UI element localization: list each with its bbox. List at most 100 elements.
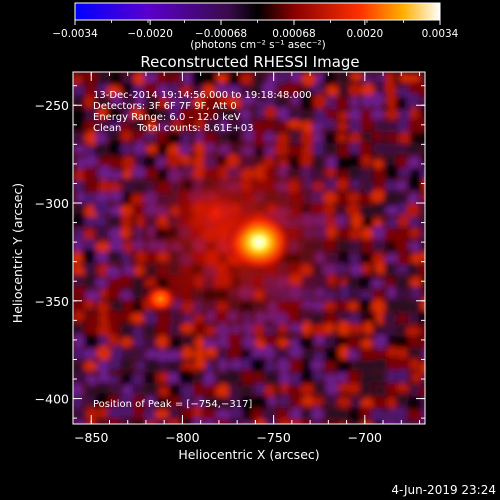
texture-blob [396, 336, 413, 351]
source-2 [142, 282, 179, 316]
texture-blob [300, 395, 317, 407]
texture-blob [96, 345, 112, 362]
texture-blob [108, 170, 123, 181]
texture-blob [363, 238, 375, 254]
texture-blob [336, 320, 352, 337]
texture-blob [146, 119, 157, 135]
texture-blob [371, 108, 385, 121]
texture-blob [122, 97, 134, 110]
texture-blob [134, 93, 146, 108]
texture-blob [325, 84, 340, 98]
texture-blob [410, 252, 423, 265]
texture-blob [348, 83, 362, 97]
texture-blob [348, 121, 364, 133]
texture-blob [144, 96, 160, 108]
texture-blob [395, 368, 409, 384]
texture-blob [182, 121, 193, 133]
texture-blob [83, 85, 98, 98]
texture-blob [420, 360, 425, 375]
texture-blob [181, 72, 193, 86]
texture-blob [132, 140, 147, 157]
y-tick-label: −300 [35, 196, 69, 211]
texture-blob [73, 323, 84, 337]
texture-blob [385, 164, 398, 180]
texture-blob [132, 407, 147, 420]
texture-blob [106, 358, 122, 370]
texture-blob [370, 189, 386, 204]
texture-blob [374, 261, 388, 276]
texture-blob [133, 335, 145, 349]
texture-blob [159, 359, 171, 375]
texture-blob [166, 131, 181, 144]
texture-blob [178, 369, 195, 385]
texture-blob [123, 72, 135, 86]
texture-blob [73, 119, 84, 132]
texture-blob [94, 251, 111, 263]
x-tick-label: −700 [348, 430, 382, 445]
texture-blob [346, 382, 361, 395]
texture-blob [98, 120, 111, 136]
texture-blob [336, 72, 352, 83]
texture-blob [155, 396, 168, 408]
texture-blob [360, 252, 373, 265]
texture-blob [302, 348, 315, 360]
texture-blob [397, 313, 409, 326]
peak-position-label: Position of Peak = [−754,−317] [93, 399, 252, 410]
texture-blob [384, 253, 401, 264]
y-axis-label: Heliocentric Y (arcsec) [10, 183, 25, 323]
texture-blob [144, 324, 155, 337]
texture-blob [131, 326, 145, 337]
texture-blob [350, 396, 363, 408]
texture-blob [361, 217, 375, 230]
texture-blob [129, 107, 145, 122]
texture-blob [242, 369, 254, 385]
texture-blob [421, 83, 425, 97]
texture-blob [315, 72, 326, 83]
texture-blob [85, 385, 99, 398]
texture-blob [383, 324, 397, 340]
texture-blob [395, 382, 411, 394]
texture-blob [133, 72, 147, 87]
texture-blob [255, 98, 266, 110]
texture-blob [274, 96, 288, 108]
texture-blob [119, 143, 134, 155]
texture-blob [94, 97, 110, 109]
texture-blob [301, 72, 317, 88]
texture-blob [167, 418, 183, 424]
texture-blob [397, 201, 408, 217]
texture-blob [337, 145, 352, 157]
texture-blob [182, 406, 196, 420]
texture-blob [346, 337, 360, 349]
texture-blob [251, 347, 265, 360]
texture-blob [324, 155, 338, 169]
texture-blob [144, 348, 159, 362]
y-tick-label: −400 [35, 392, 69, 407]
texture-blob [111, 383, 122, 395]
texture-blob [359, 372, 374, 385]
texture-blob [396, 154, 408, 170]
texture-blob [204, 418, 215, 424]
texture-blob [144, 419, 157, 424]
texture-blob [73, 420, 86, 424]
y-tick-label: −350 [35, 294, 69, 309]
texture-blob [167, 372, 181, 385]
texture-blob [407, 420, 421, 424]
texture-blob [349, 96, 360, 108]
texture-blob [203, 72, 216, 84]
texture-blob [179, 106, 193, 123]
texture-blob [372, 349, 389, 362]
texture-blob [277, 72, 288, 85]
texture-blob [384, 205, 400, 216]
texture-blob [371, 372, 385, 383]
texture-blob [144, 373, 155, 384]
texture-blob [134, 348, 145, 359]
texture-blob [168, 82, 180, 98]
texture-blob [310, 407, 325, 422]
texture-blob [420, 131, 425, 145]
texture-blob [108, 140, 124, 156]
texture-blob [371, 240, 386, 252]
texture-blob [97, 381, 110, 397]
texture-blob [421, 117, 425, 131]
texture-blob [394, 264, 410, 275]
texture-blob [407, 336, 419, 349]
